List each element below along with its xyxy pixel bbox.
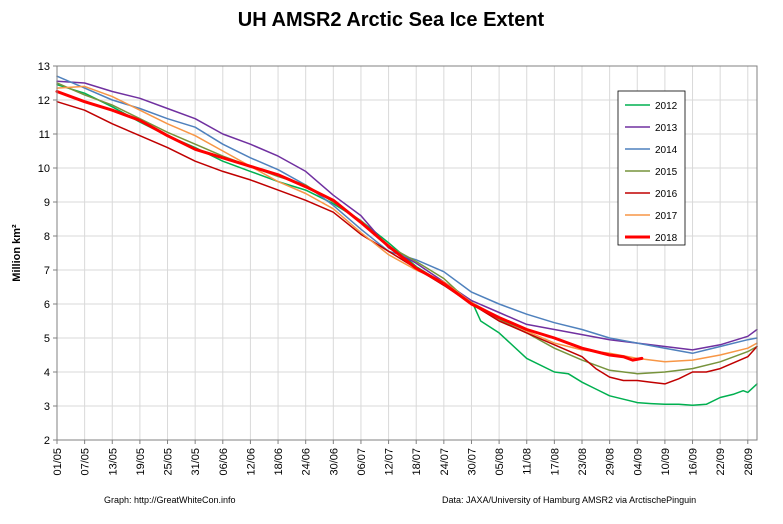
x-tick-label: 07/05 — [80, 448, 92, 476]
y-tick-label: 8 — [44, 231, 50, 243]
series-line-2018 — [55, 90, 644, 362]
plot-frame — [56, 65, 758, 441]
y-tick-label: 3 — [44, 401, 50, 413]
x-tick-label: 18/06 — [273, 448, 285, 476]
x-tick-label: 10/09 — [660, 448, 672, 476]
y-tick-label: 2 — [44, 435, 50, 447]
x-tick-label: 30/07 — [466, 448, 478, 476]
x-tick-label: 30/06 — [328, 448, 340, 476]
chart-title: UH AMSR2 Arctic Sea Ice Extent — [238, 9, 545, 31]
x-tick-label: 16/09 — [688, 448, 700, 476]
y-tick-label: 9 — [44, 197, 50, 209]
y-tick-label: 7 — [44, 265, 50, 277]
legend-label-2017: 2017 — [655, 211, 678, 222]
y-tick-label: 5 — [44, 333, 50, 345]
series-line-2012 — [56, 83, 758, 407]
legend-label-2013: 2013 — [655, 123, 678, 134]
x-tick-label: 24/06 — [301, 448, 313, 476]
y-tick-label: 6 — [44, 299, 50, 311]
legend-label-2016: 2016 — [655, 189, 678, 200]
series-line-2015 — [56, 82, 758, 375]
y-tick-label: 10 — [38, 163, 50, 175]
series-line-2016 — [56, 100, 758, 385]
footer-credit: Graph: http://GreatWhiteCon.info — [104, 495, 236, 505]
x-tick-label: 01/05 — [52, 448, 64, 476]
x-tick-label: 19/05 — [135, 448, 147, 476]
x-tick-label: 04/09 — [632, 448, 644, 476]
y-axis-label: Million km² — [11, 224, 23, 282]
legend-label-2012: 2012 — [655, 101, 678, 112]
y-tick-label: 11 — [39, 129, 50, 141]
y-axis-ticks: 2 3 4 5 6 7 8 9 10 11 12 13 — [38, 61, 57, 447]
x-tick-label: 06/06 — [218, 448, 230, 476]
y-tick-label: 4 — [44, 367, 50, 379]
x-tick-label: 12/07 — [384, 448, 396, 476]
x-tick-label: 25/05 — [163, 448, 175, 476]
series-line-2014 — [56, 75, 758, 355]
y-tick-label: 12 — [38, 95, 50, 107]
x-tick-label: 11/08 — [522, 448, 534, 475]
x-tick-label: 31/05 — [190, 448, 202, 476]
x-tick-label: 12/06 — [245, 448, 257, 476]
series-line-2013 — [56, 80, 758, 351]
x-tick-label: 13/05 — [107, 448, 119, 476]
y-tick-label: 13 — [38, 61, 50, 73]
series-layer — [55, 75, 758, 407]
x-axis-ticks: 01/05 07/05 13/05 19/05 25/05 31/05 06/06 12/06… — [52, 440, 755, 476]
legend-label-2018: 2018 — [655, 233, 678, 244]
x-tick-label: 06/07 — [356, 448, 368, 476]
x-tick-label: 22/09 — [715, 448, 727, 476]
legend-label-2014: 2014 — [655, 145, 678, 156]
legend-box — [617, 90, 686, 246]
x-tick-label: 23/08 — [577, 448, 589, 476]
footer-source: Data: JAXA/University of Hamburg AMSR2 v… — [442, 495, 696, 505]
x-tick-label: 18/07 — [411, 448, 423, 476]
legend-label-2015: 2015 — [655, 167, 678, 178]
legend: 2012 2013 2014 2015 2016 2017 2018 — [617, 90, 686, 246]
x-tick-label: 28/09 — [743, 448, 755, 476]
x-tick-label: 17/08 — [549, 448, 561, 476]
x-tick-label: 24/07 — [439, 448, 451, 476]
x-tick-label: 29/08 — [605, 448, 617, 476]
x-tick-label: 05/08 — [494, 448, 506, 476]
